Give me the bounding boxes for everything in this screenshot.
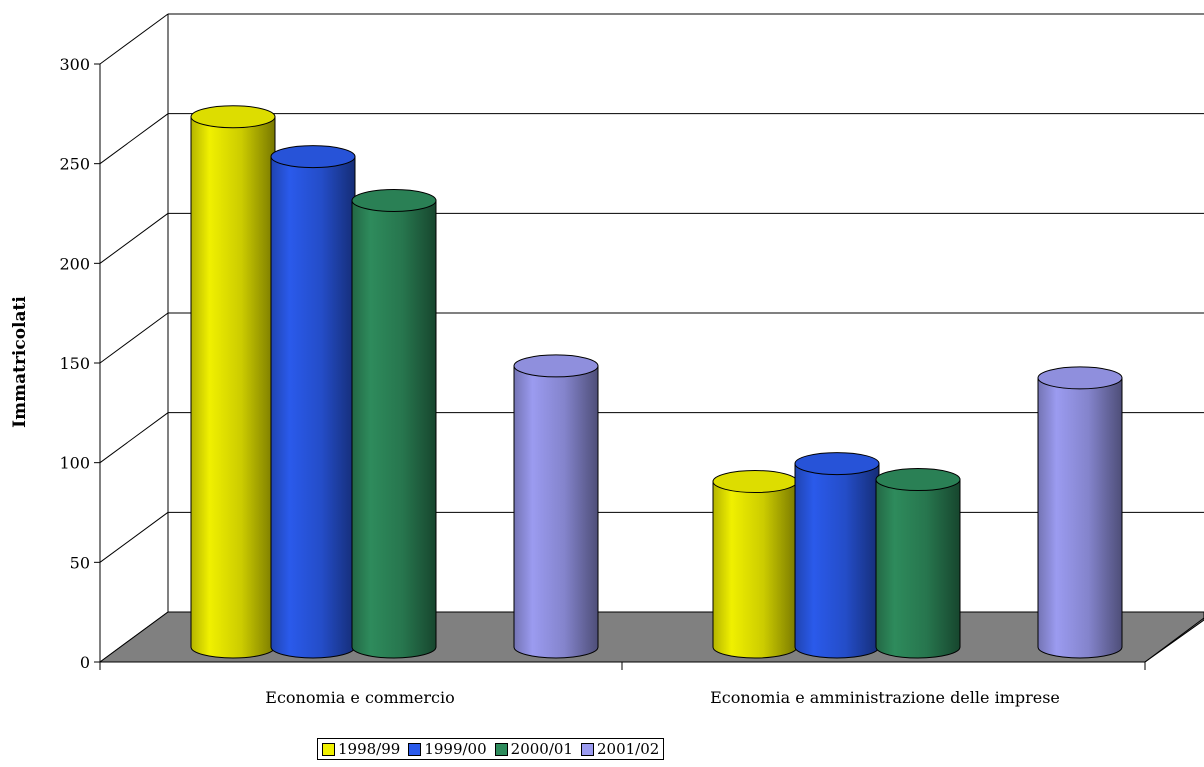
legend-swatch: [408, 742, 422, 756]
bar: [875, 468, 961, 659]
legend-label: 1999/00: [424, 740, 487, 758]
bar: [1037, 366, 1123, 659]
legend-item: 1999/00: [408, 740, 487, 758]
legend-item: 1998/99: [322, 740, 400, 758]
legend-swatch: [580, 742, 594, 756]
legend-item: 2000/01: [494, 740, 573, 758]
bar: [351, 188, 437, 659]
y-tick-label: 200: [59, 254, 90, 273]
bar: [270, 145, 356, 659]
bar: [712, 470, 798, 659]
gridline: [99, 13, 1204, 65]
legend-swatch: [494, 742, 508, 756]
x-tick-label: Economia e amministrazione delle imprese: [710, 688, 1060, 707]
legend-item: 2001/02: [580, 740, 660, 758]
y-tick-label: 250: [59, 155, 90, 174]
bar: [190, 105, 276, 659]
legend-label: 2001/02: [596, 740, 660, 758]
legend: 1998/99 1999/00 2000/01 2001/02: [317, 738, 665, 760]
axes: 0 50 100 150 200 250 300 Economia e commercio Ec…: [59, 55, 1204, 707]
gridline: [99, 113, 1204, 165]
bar: [513, 354, 599, 659]
bar: [794, 452, 880, 659]
legend-swatch: [322, 742, 335, 756]
y-tick-label: 150: [59, 354, 90, 373]
x-tick-label: Economia e commercio: [265, 688, 454, 707]
y-tick-label: 300: [59, 55, 90, 74]
legend-label: 2000/01: [510, 740, 573, 758]
y-tick-label: 50: [70, 553, 90, 572]
y-tick-label: 100: [59, 454, 90, 473]
y-axis-label: Immatricolati: [10, 296, 30, 428]
bars: [190, 105, 1123, 659]
y-tick-label: 0: [80, 653, 90, 672]
legend-label: 1998/99: [338, 740, 401, 758]
